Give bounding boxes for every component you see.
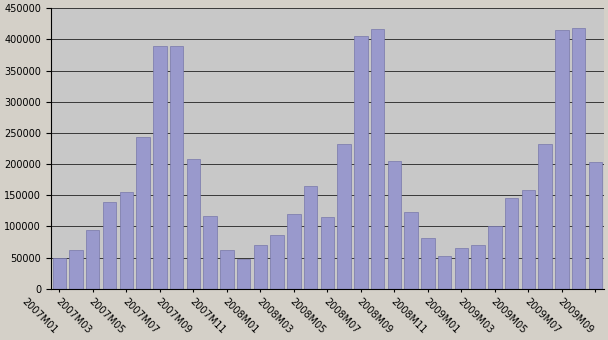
Bar: [404, 212, 418, 289]
Bar: [488, 226, 502, 289]
Bar: [522, 190, 535, 289]
Bar: [304, 186, 317, 289]
Bar: [170, 46, 183, 289]
Bar: [203, 216, 217, 289]
Bar: [52, 258, 66, 289]
Bar: [337, 143, 351, 289]
Bar: [421, 238, 435, 289]
Bar: [220, 250, 233, 289]
Bar: [572, 28, 586, 289]
Bar: [371, 29, 384, 289]
Bar: [103, 202, 116, 289]
Bar: [153, 46, 167, 289]
Bar: [120, 192, 133, 289]
Bar: [455, 248, 468, 289]
Bar: [271, 235, 284, 289]
Bar: [539, 143, 552, 289]
Bar: [438, 256, 451, 289]
Bar: [589, 162, 602, 289]
Bar: [471, 245, 485, 289]
Bar: [388, 161, 401, 289]
Bar: [254, 245, 267, 289]
Bar: [86, 230, 100, 289]
Bar: [187, 159, 200, 289]
Bar: [69, 250, 83, 289]
Bar: [320, 217, 334, 289]
Bar: [555, 30, 568, 289]
Bar: [505, 199, 519, 289]
Bar: [136, 137, 150, 289]
Bar: [287, 214, 300, 289]
Bar: [354, 36, 368, 289]
Bar: [237, 259, 250, 289]
